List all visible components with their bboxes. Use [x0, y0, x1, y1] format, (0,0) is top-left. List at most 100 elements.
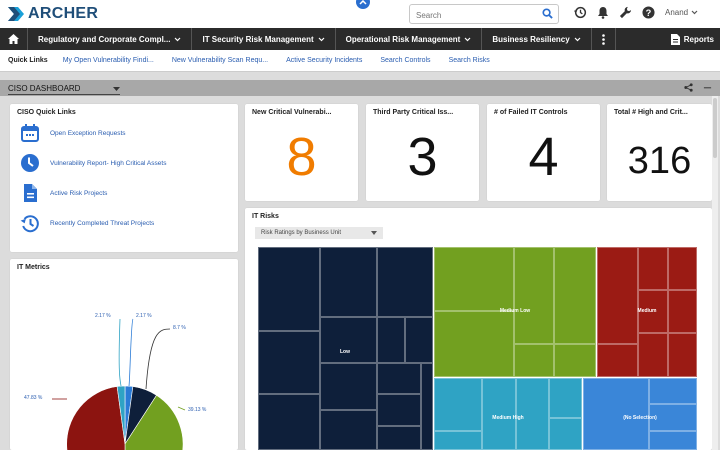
history-icon	[20, 215, 39, 233]
kpi-new-critical-vulnerabilities[interactable]: New Critical Vulnerabi... 8	[245, 104, 358, 201]
kpi-total-high-critical[interactable]: Total # High and Crit... 316	[607, 104, 712, 201]
risk-ratings-dropdown[interactable]: Risk Ratings by Business Unit	[255, 227, 383, 239]
ciso-quick-links-panel: CISO Quick Links Open Exception Requests…	[10, 104, 238, 252]
logo-mark-icon	[8, 7, 24, 21]
dashboard-selector[interactable]: CISO DASHBOARD	[8, 83, 120, 95]
nav-business-resiliency[interactable]: Business Resiliency	[482, 28, 592, 50]
quick-link-active-security-incidents[interactable]: Active Security Incidents	[286, 57, 363, 64]
chevron-down-icon	[464, 37, 471, 41]
nav-item-label: Operational Risk Management	[345, 34, 461, 44]
quick-links-title: Quick Links	[8, 57, 48, 64]
search-input[interactable]	[410, 6, 535, 25]
treemap-label-medium-low: Medium Low	[499, 308, 531, 314]
it-metrics-pie-chart[interactable]	[10, 259, 238, 450]
caret-down-icon	[371, 231, 377, 235]
treemap-label-low: Low	[340, 349, 350, 355]
it-metrics-panel: IT Metrics 2.17 % 2.17 % 8.7 % 39.13 % 4…	[10, 259, 238, 450]
report-icon	[670, 33, 680, 45]
scrollbar-thumb[interactable]	[713, 98, 717, 158]
wrench-icon[interactable]	[619, 6, 632, 19]
panel-title: IT Risks	[252, 213, 279, 220]
pie-label-navy: 8.7 %	[173, 325, 186, 331]
global-search[interactable]	[409, 4, 559, 25]
more-menu-button[interactable]	[592, 28, 616, 50]
it-risks-panel: IT Risks Risk Ratings by Business Unit L…	[245, 208, 712, 450]
document-icon	[24, 184, 37, 202]
share-icon[interactable]	[684, 83, 693, 92]
quick-link-new-vulnerability-scan-request[interactable]: New Vulnerability Scan Requ...	[171, 57, 269, 64]
panel-title: IT Metrics	[17, 264, 50, 271]
nav-item-label: Regulatory and Corporate Compl...	[38, 34, 171, 44]
it-risks-treemap[interactable]: Low Medium Low Medium	[258, 247, 704, 450]
pie-leader-lines	[52, 318, 186, 411]
minimize-icon[interactable]	[703, 83, 712, 92]
pie-slice-green[interactable]	[124, 394, 184, 450]
quick-link-search-controls[interactable]: Search Controls	[380, 57, 431, 64]
nav-it-security-risk-management[interactable]: IT Security Risk Management	[192, 28, 336, 50]
kpi-value: 8	[286, 127, 317, 187]
caret-down-icon	[113, 86, 120, 91]
quick-links-bar: Quick Links My Open Vulnerability Findi.…	[0, 50, 720, 72]
quick-link-search-risks[interactable]: Search Risks	[448, 57, 490, 64]
user-name: Anand	[665, 8, 689, 17]
home-button[interactable]	[0, 28, 28, 50]
kpi-value: 316	[627, 140, 692, 182]
dashboard-name: CISO DASHBOARD	[8, 84, 81, 93]
pie-label-green: 39.13 %	[188, 407, 207, 413]
pie-slice-dark-red[interactable]	[66, 386, 126, 450]
clock-icon	[21, 154, 39, 172]
collapse-header-button[interactable]	[356, 0, 370, 9]
kpi-value: 4	[528, 127, 559, 187]
quick-link-open-vulnerability-findings[interactable]: My Open Vulnerability Findi...	[62, 57, 154, 64]
page-scrollbar[interactable]	[712, 96, 718, 450]
link-label: Recently Completed Threat Projects	[50, 219, 155, 227]
ciso-link-vulnerability-report[interactable]: Vulnerability Report- High Critical Asse…	[20, 153, 166, 173]
kpi-title: # of Failed IT Controls	[494, 109, 568, 116]
pie-slice-light-blue[interactable]	[116, 385, 126, 445]
treemap-label-no-selection: (No Selection)	[623, 415, 657, 421]
chevron-down-icon	[175, 37, 181, 41]
nav-regulatory-corporate-compliance[interactable]: Regulatory and Corporate Compl...	[28, 28, 193, 50]
nav-item-label: IT Security Risk Management	[202, 34, 314, 44]
main-navigation: Regulatory and Corporate Compl... IT Sec…	[0, 28, 720, 50]
reports-button[interactable]: Reports	[670, 28, 714, 50]
ciso-link-recently-completed-threat-projects[interactable]: Recently Completed Threat Projects	[20, 213, 154, 233]
pie-label-blue: 2.17 %	[136, 313, 152, 319]
panel-title: CISO Quick Links	[17, 109, 76, 116]
chevron-down-icon	[574, 37, 581, 41]
kpi-failed-it-controls[interactable]: # of Failed IT Controls 4	[487, 104, 600, 201]
treemap-group-medium-low[interactable]: Medium Low	[434, 247, 596, 377]
calendar-icon	[21, 124, 39, 142]
treemap-label-medium-high: Medium High	[492, 415, 524, 421]
pie-slices	[66, 385, 184, 450]
bell-icon[interactable]	[597, 6, 609, 19]
ciso-link-open-exception-requests[interactable]: Open Exception Requests	[20, 123, 126, 143]
user-menu[interactable]: Anand	[665, 8, 698, 17]
archer-logo[interactable]: ARCHER	[8, 5, 98, 23]
dashboard-toolbar: CISO DASHBOARD	[0, 80, 720, 96]
treemap-group-low[interactable]: Low	[258, 247, 433, 450]
more-vertical-icon	[601, 33, 605, 45]
help-icon[interactable]: ?	[642, 6, 655, 19]
kpi-title: Total # High and Crit...	[614, 109, 688, 116]
treemap-group-no-selection[interactable]: (No Selection)	[583, 378, 697, 450]
treemap-label-medium: Medium	[637, 308, 657, 314]
kpi-title: New Critical Vulnerabi...	[252, 109, 332, 116]
pie-label-dark-red: 47.83 %	[24, 395, 43, 401]
link-label: Open Exception Requests	[50, 129, 126, 137]
treemap-group-medium[interactable]: Medium	[597, 247, 697, 377]
pie-label-light-blue: 2.17 %	[95, 313, 111, 319]
link-label: Vulnerability Report- High Critical Asse…	[50, 159, 167, 167]
nav-item-label: Business Resiliency	[492, 34, 570, 44]
nav-operational-risk-management[interactable]: Operational Risk Management	[336, 28, 483, 50]
reports-label: Reports	[683, 34, 714, 44]
ciso-link-active-risk-projects[interactable]: Active Risk Projects	[20, 183, 107, 203]
kpi-third-party-critical-issues[interactable]: Third Party Critical Iss... 3	[366, 104, 479, 201]
home-icon	[8, 34, 19, 44]
top-bar: ARCHER ? Anand	[0, 0, 720, 28]
kpi-value: 3	[407, 127, 438, 187]
history-icon[interactable]	[574, 6, 587, 19]
search-icon[interactable]	[542, 8, 553, 19]
dropdown-value: Risk Ratings by Business Unit	[261, 230, 342, 236]
treemap-group-medium-high[interactable]: Medium High	[434, 378, 582, 450]
